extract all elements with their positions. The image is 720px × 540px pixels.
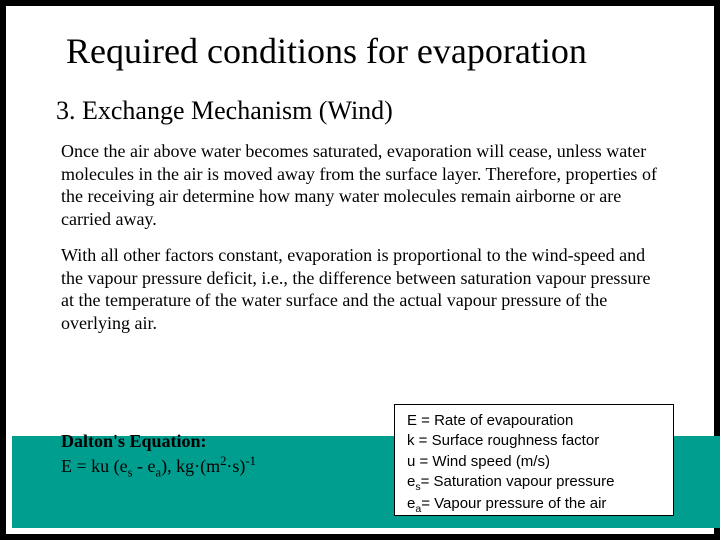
legend-line: k = Surface roughness factor <box>407 431 661 451</box>
eq-part: ·s) <box>226 456 245 476</box>
equation-label: Dalton's Equation: <box>61 431 207 451</box>
legend-line: E = Rate of evapouration <box>407 411 661 431</box>
legend-text: = Saturation vapour pressure <box>421 473 615 490</box>
eq-part: ), kg·(m <box>161 456 220 476</box>
section-subtitle: 3. Exchange Mechanism (Wind) <box>56 96 714 126</box>
eq-part: E = ku (e <box>61 456 128 476</box>
legend-box: E = Rate of evapouration k = Surface rou… <box>394 404 674 516</box>
legend-text: = Vapour pressure of the air <box>421 495 606 512</box>
eq-part: - e <box>133 456 156 476</box>
legend-line: es= Saturation vapour pressure <box>407 472 661 494</box>
paragraph-1: Once the air above water becomes saturat… <box>61 140 659 230</box>
slide: Required conditions for evaporation 3. E… <box>6 6 714 534</box>
dalton-equation: Dalton's Equation: E = ku (es - ea), kg·… <box>61 429 256 482</box>
equation-text: E = ku (es - ea), kg·(m2·s)-1 <box>61 456 256 476</box>
legend-line: ea= Vapour pressure of the air <box>407 494 661 516</box>
eq-superscript: -1 <box>245 454 256 468</box>
legend-line: u = Wind speed (m/s) <box>407 452 661 472</box>
page-title: Required conditions for evaporation <box>66 30 714 72</box>
paragraph-2: With all other factors constant, evapora… <box>61 244 659 334</box>
